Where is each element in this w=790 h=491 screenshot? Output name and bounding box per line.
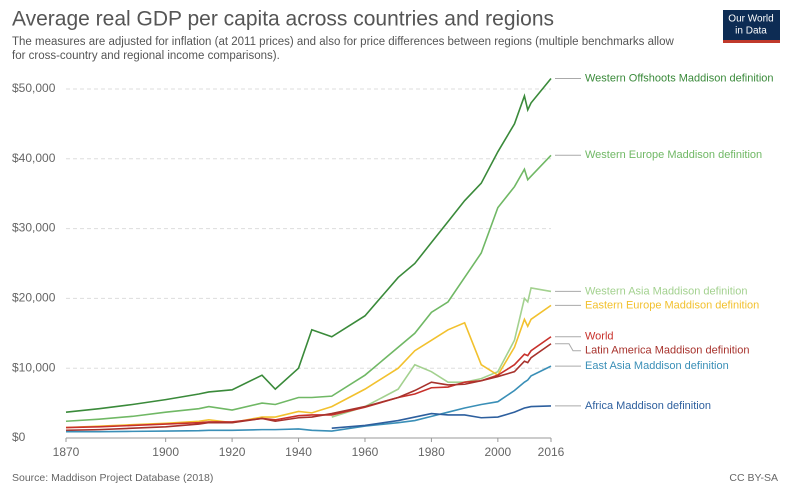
logo (723, 10, 780, 43)
legend-label: Eastern Europe Maddison definition (585, 299, 759, 311)
legend-label: Western Asia Maddison definition (585, 285, 747, 297)
legend-label: East Asia Maddison definition (585, 360, 729, 372)
y-tick-label: $30,000 (12, 221, 56, 235)
legend-label: Western Offshoots Maddison definition (585, 72, 774, 84)
series-line (331, 286, 552, 418)
legend-label: Africa Maddison definition (585, 400, 711, 412)
logo-text: Our World (728, 14, 773, 25)
x-tick-label: 1870 (53, 445, 80, 459)
subtitle: The measures are adjusted for inflation … (12, 36, 675, 48)
x-tick-label: 2000 (484, 445, 511, 459)
legend-label: Western Europe Maddison definition (585, 149, 762, 161)
x-tick-label: 1980 (418, 445, 445, 459)
source: Source: Maddison Project Database (2018) (12, 472, 213, 484)
logo-text: in Data (735, 26, 767, 37)
series-line (65, 343, 552, 432)
subtitle: for cross-country and regional income co… (12, 50, 280, 62)
x-tick-label: 1940 (285, 445, 312, 459)
y-tick-label: $0 (12, 430, 26, 444)
y-tick-label: $20,000 (12, 291, 56, 305)
series-line (331, 405, 552, 430)
legend-label: Latin America Maddison definition (585, 345, 749, 357)
chart-title: Average real GDP per capita across count… (12, 8, 554, 31)
label-connector (555, 343, 581, 352)
x-tick-label: 1900 (152, 445, 179, 459)
series-line (65, 304, 552, 429)
y-tick-label: $10,000 (12, 360, 56, 374)
legend-label: World (585, 331, 614, 343)
logo-bar (723, 40, 780, 43)
x-tick-label: 1920 (219, 445, 246, 459)
series-line (65, 154, 552, 423)
x-tick-label: 1960 (352, 445, 379, 459)
series-line (65, 77, 552, 413)
y-tick-label: $40,000 (12, 151, 56, 165)
y-tick-label: $50,000 (12, 81, 56, 95)
series-line (66, 365, 552, 433)
license: CC BY-SA (729, 472, 778, 484)
x-tick-label: 2016 (538, 445, 565, 459)
